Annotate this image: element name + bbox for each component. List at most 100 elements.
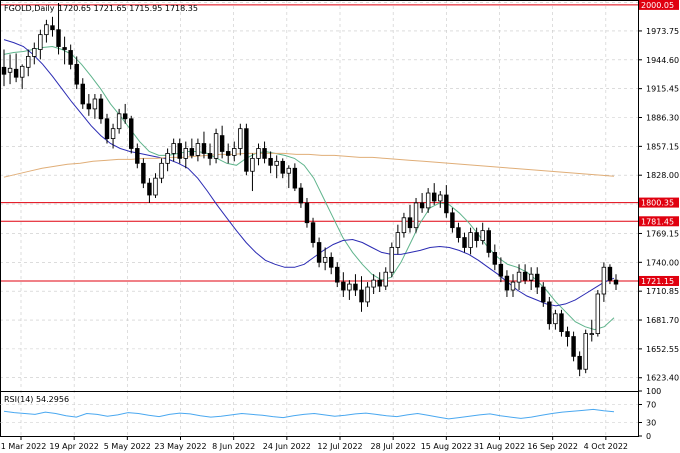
price-level-label: 2000.05 xyxy=(641,1,674,10)
candle-body xyxy=(456,227,461,238)
candle-body xyxy=(256,148,261,159)
y-tick-label: 1623.40 xyxy=(646,374,679,383)
candle-body xyxy=(462,237,467,248)
candle-body xyxy=(165,153,170,164)
y-tick-label: 1769.15 xyxy=(646,229,679,238)
candle-body xyxy=(74,63,79,85)
candle-body xyxy=(298,187,304,204)
candle-body xyxy=(147,182,152,196)
candle-body xyxy=(129,118,134,149)
candle-body xyxy=(528,273,534,281)
chart-header-symbol: FGOLD,Daily xyxy=(4,4,55,13)
chart-header-ohlc: 1720.65 1721.65 1715.95 1718.35 xyxy=(58,4,198,13)
candle-body xyxy=(98,98,104,120)
candle-body xyxy=(159,162,164,179)
candle-body xyxy=(425,192,431,209)
rsi-line xyxy=(3,408,615,420)
candle-body xyxy=(1,66,7,75)
candle-body xyxy=(177,143,182,159)
candle-body xyxy=(601,266,607,295)
candle-body xyxy=(474,232,479,241)
candle-body xyxy=(541,286,546,303)
candle-body xyxy=(383,271,388,287)
candle-body xyxy=(280,160,285,174)
x-tick-label: 31 Mar 2022 xyxy=(0,442,46,451)
rsi-plot-frame xyxy=(0,391,639,437)
rsi-label: RSI(14) 54.2956 xyxy=(4,395,69,404)
candle-body xyxy=(201,143,207,154)
candle-body xyxy=(13,68,19,78)
candle-body xyxy=(480,230,485,241)
candle-body xyxy=(250,157,255,172)
candle-body xyxy=(310,222,316,243)
candle-body xyxy=(56,29,61,47)
ma-fast-line xyxy=(3,45,615,331)
candle-body xyxy=(92,98,98,110)
x-tick-label: 19 Apr 2022 xyxy=(49,442,98,451)
candle-body xyxy=(141,162,146,184)
candle-body xyxy=(535,273,540,288)
candle-body xyxy=(304,202,310,224)
candle-body xyxy=(341,281,346,291)
candle-body xyxy=(183,148,188,159)
rsi-tick-label: 30 xyxy=(646,419,656,428)
price-level-tag xyxy=(639,197,679,208)
candle-body xyxy=(292,167,298,189)
candle-body xyxy=(38,34,43,50)
candle-body xyxy=(116,113,122,130)
candle-body xyxy=(516,271,522,283)
candle-body xyxy=(510,281,516,291)
price-level-label: 1721.15 xyxy=(641,277,674,286)
y-tick-label: 1857.15 xyxy=(646,142,679,151)
candle-body xyxy=(262,148,267,159)
candle-body xyxy=(583,333,588,370)
candle-body xyxy=(322,256,328,263)
candle-body xyxy=(238,128,243,149)
candle-body xyxy=(522,271,528,281)
candle-body xyxy=(171,143,176,154)
candle-body xyxy=(32,48,37,57)
candle-body xyxy=(110,128,116,139)
rsi-tick-label: 0 xyxy=(646,432,651,441)
candle-body xyxy=(565,331,570,337)
x-tick-label: 31 Aug 2022 xyxy=(474,442,525,451)
candle-body xyxy=(353,283,358,291)
y-tick-label: 1652.55 xyxy=(646,345,679,354)
candle-body xyxy=(413,202,419,229)
candle-body xyxy=(492,252,498,265)
price-level-tag xyxy=(639,0,679,10)
x-tick-label: 16 Sep 2022 xyxy=(527,442,578,451)
candle-body xyxy=(498,263,504,277)
candle-body xyxy=(595,293,601,334)
x-tick-label: 12 Jul 2022 xyxy=(317,442,362,451)
candle-body xyxy=(19,65,25,78)
candle-body xyxy=(50,25,55,31)
y-tick-label: 1886.30 xyxy=(646,113,679,122)
candle-body xyxy=(104,118,110,139)
candle-body xyxy=(135,148,140,164)
candle-body xyxy=(607,266,613,281)
candle-body xyxy=(244,128,249,172)
y-tick-label: 1973.75 xyxy=(646,27,679,36)
candle-body xyxy=(571,336,576,357)
x-tick-label: 8 Jun 2022 xyxy=(212,442,255,451)
candle-body xyxy=(371,279,376,288)
y-tick-label: 1740.00 xyxy=(646,258,679,267)
candle-body xyxy=(316,242,322,263)
x-tick-label: 15 Aug 2022 xyxy=(421,442,472,451)
candle-body xyxy=(553,313,558,325)
candle-body xyxy=(44,24,49,36)
candle-body xyxy=(122,113,128,120)
x-tick-label: 28 Jul 2022 xyxy=(371,442,416,451)
candle-body xyxy=(26,56,31,68)
candle-body xyxy=(68,50,73,65)
candle-body xyxy=(589,333,594,335)
candle-body xyxy=(389,247,395,273)
candle-body xyxy=(395,232,401,248)
candle-body xyxy=(450,212,455,229)
price-level-label: 1781.45 xyxy=(641,217,674,226)
x-tick-label: 4 Oct 2022 xyxy=(584,442,628,451)
candle-body xyxy=(547,301,552,325)
